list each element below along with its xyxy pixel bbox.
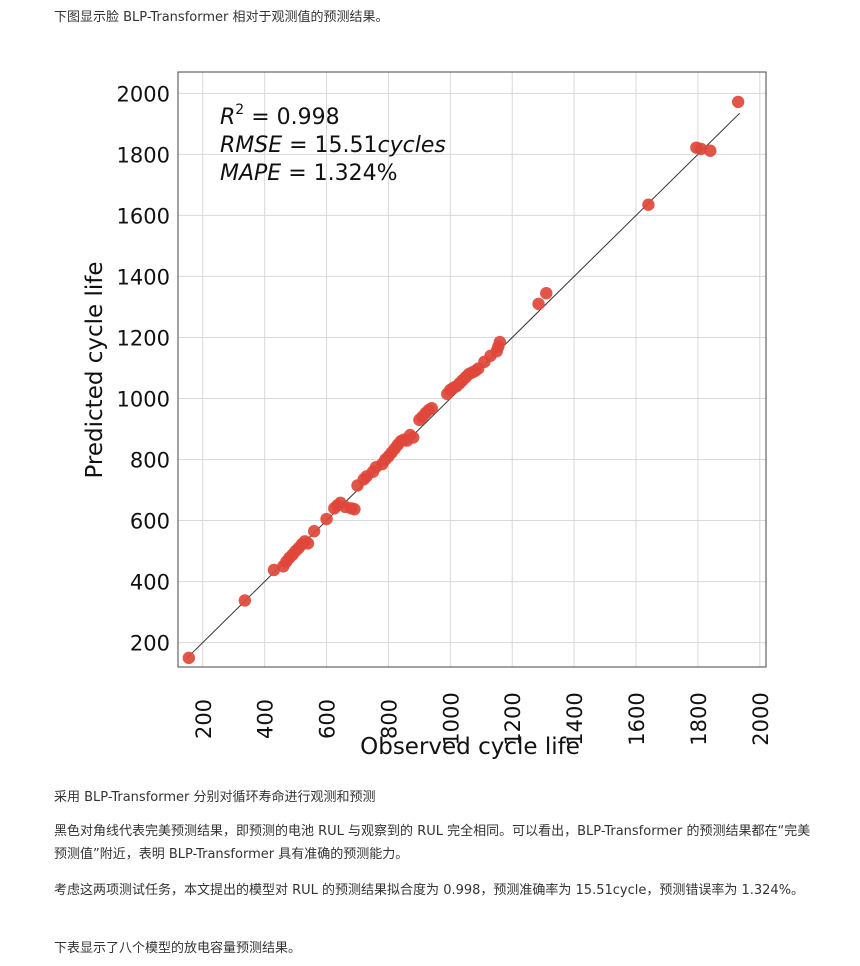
r2-annotation: R2 = 0.998: [220, 102, 340, 130]
data-point: [348, 503, 361, 516]
y-tick-label: 1400: [117, 265, 170, 289]
rmse-unit: cycles: [378, 133, 446, 158]
mape-annotation: MAPE = 1.324%: [220, 161, 398, 186]
y-tick-label: 1800: [117, 143, 170, 167]
paragraph-3: 下表显示了八个模型的放电容量预测结果。: [54, 941, 302, 956]
y-tick-label: 1200: [117, 326, 170, 350]
x-tick-labels: 200 400 600 800 1000 1200 1400 1600 1800 2000: [192, 692, 773, 745]
data-point: [731, 95, 745, 109]
data-point: [425, 402, 438, 415]
mape-value: = 1.324%: [281, 161, 397, 186]
scatter-chart: 200 400 600 800 1000 1200 1400 1600 1800 2000 200…: [82, 71, 773, 760]
y-tick-label: 600: [130, 510, 170, 534]
data-point: [182, 651, 196, 665]
paragraph-1: 黑色对角线代表完美预测结果，即预测的电池 RUL 与观察到的 RUL 完全相同。…: [54, 824, 811, 862]
r2-superscript: 2: [235, 102, 244, 118]
x-tick-label: 200: [192, 699, 216, 739]
y-tick-label: 1000: [117, 387, 170, 411]
rmse-symbol: RMSE: [220, 133, 282, 158]
y-tick-label: 2000: [117, 82, 170, 106]
x-tick-label: 600: [316, 699, 340, 739]
y-tick-labels: 200 400 600 800 1000 1200 1400 1600 1800 2000: [117, 82, 170, 655]
x-tick-label: 1600: [625, 692, 649, 745]
x-tick-label: 1400: [563, 692, 587, 745]
data-point: [238, 594, 252, 607]
mape-symbol: MAPE: [220, 161, 281, 186]
data-point: [407, 431, 420, 444]
data-point: [301, 537, 315, 550]
rmse-annotation: RMSE = 15.51cycles: [220, 133, 446, 158]
y-axis-label: Predicted cycle life: [82, 261, 108, 478]
x-tick-label: 1200: [501, 692, 525, 745]
plot-frame: [177, 71, 767, 668]
y-tick-label: 1600: [117, 204, 170, 228]
rmse-value: = 15.51: [282, 133, 377, 158]
x-tick-label: 400: [254, 699, 278, 739]
r2-value: = 0.998: [244, 105, 339, 130]
x-tick-label: 1800: [687, 692, 711, 745]
data-point: [320, 512, 333, 526]
y-tick-label: 800: [130, 449, 170, 473]
data-point: [307, 525, 321, 538]
paragraph-2: 考虑这两项测试任务，本文提出的模型对 RUL 的预测结果拟合度为 0.998，预…: [54, 883, 805, 898]
x-tick-label: 800: [377, 699, 401, 739]
x-axis-label: Observed cycle life: [360, 734, 580, 760]
data-point: [267, 563, 281, 577]
x-tick-label: 2000: [749, 692, 773, 745]
data-point: [694, 142, 708, 156]
data-point: [540, 287, 553, 300]
data-point: [642, 198, 655, 211]
intro-text: 下图显示脸 BLP-Transformer 相对于观测值的预测结果。: [54, 10, 389, 25]
data-points: [182, 95, 745, 665]
y-tick-label: 400: [130, 571, 170, 595]
x-tick-label: 1000: [439, 692, 463, 745]
grid-lines: [178, 72, 766, 667]
data-point: [532, 297, 545, 311]
r2-symbol: R: [220, 105, 235, 130]
y-tick-label: 200: [130, 632, 170, 656]
data-point: [704, 144, 717, 157]
figure-caption: 采用 BLP-Transformer 分别对循环寿命进行观测和预测: [54, 790, 376, 805]
data-point: [493, 335, 507, 349]
